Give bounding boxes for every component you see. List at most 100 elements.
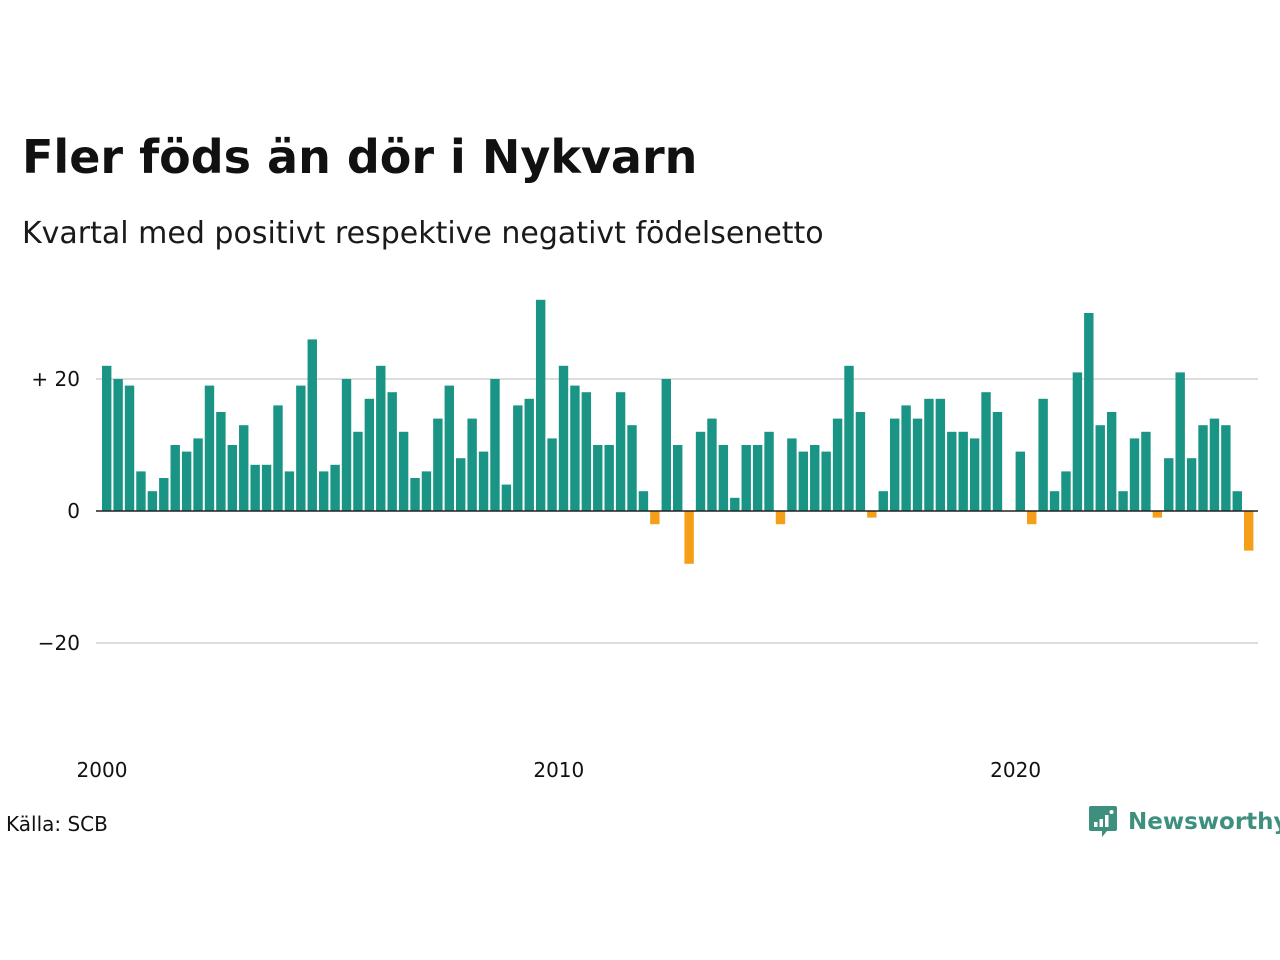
bar-positive	[1072, 372, 1083, 511]
bar-positive	[376, 365, 386, 511]
bar-positive	[364, 398, 375, 511]
bar-positive	[1198, 425, 1208, 511]
chart-subtitle: Kvartal med positivt respektive negativt…	[22, 216, 824, 251]
bar-positive	[1106, 412, 1117, 511]
bar-positive	[444, 385, 454, 511]
bar-negative	[684, 511, 694, 564]
bar-positive	[935, 398, 946, 511]
bar-positive	[752, 445, 763, 511]
bar-positive	[787, 438, 797, 511]
bar-positive	[1141, 431, 1151, 511]
bar-positive	[810, 445, 820, 511]
bar-positive	[102, 365, 112, 511]
bar-positive	[433, 418, 443, 511]
bar-positive	[878, 491, 888, 511]
bar-positive	[490, 379, 500, 511]
bar-positive	[1186, 458, 1197, 511]
bar-positive	[307, 339, 317, 511]
grid-layer	[96, 378, 1258, 644]
bar-positive	[227, 445, 238, 511]
brand-logo: Newsworthy	[1088, 804, 1280, 840]
bar-positive	[398, 431, 409, 511]
bar-positive	[124, 385, 135, 511]
bar-positive	[1232, 491, 1242, 511]
bar-positive	[1061, 471, 1071, 511]
bar-positive	[764, 431, 774, 511]
x-tick-label: 2000	[77, 758, 128, 782]
bar-positive	[593, 445, 603, 511]
brand-name: Newsworthy	[1128, 809, 1280, 835]
bar-positive	[798, 451, 809, 511]
bar-positive	[296, 385, 306, 511]
bar-positive	[204, 385, 215, 511]
bar-positive	[661, 379, 671, 511]
bar-positive	[558, 365, 569, 511]
bar-positive	[273, 405, 283, 511]
bar-negative	[1152, 511, 1163, 518]
bar-positive	[1084, 313, 1094, 511]
bar-positive	[832, 418, 843, 511]
bar-negative	[775, 511, 786, 525]
bar-positive	[261, 464, 272, 511]
bar-positive	[478, 451, 489, 511]
bar-negative	[1027, 511, 1037, 525]
bar-positive	[421, 471, 432, 511]
axis-layer: + 20 0 −20 2000 2010 2020	[31, 367, 1258, 782]
bar-positive	[570, 385, 580, 511]
bar-positive	[501, 484, 512, 511]
bar-positive	[387, 392, 397, 511]
y-tick-label: + 20	[31, 367, 80, 391]
bar-positive	[239, 425, 249, 511]
bar-positive	[1095, 425, 1105, 511]
bar-positive	[513, 405, 523, 511]
bar-negative	[650, 511, 660, 525]
bar-positive	[718, 445, 729, 511]
bar-negative	[867, 511, 877, 518]
bar-positive	[467, 418, 477, 511]
bar-positive	[410, 478, 420, 511]
bar-layer	[102, 299, 1254, 564]
bar-positive	[947, 431, 957, 511]
bar-positive	[981, 392, 991, 511]
bar-positive	[547, 438, 557, 511]
bar-positive	[136, 471, 146, 511]
bar-positive	[353, 431, 363, 511]
bar-positive	[1049, 491, 1060, 511]
bar-positive	[924, 398, 934, 511]
bar-positive	[1221, 425, 1231, 511]
bar-positive	[615, 392, 626, 511]
bar-positive	[250, 464, 260, 511]
bar-positive	[695, 431, 706, 511]
bar-positive	[1015, 451, 1025, 511]
bar-positive	[1129, 438, 1140, 511]
bar-positive	[113, 379, 123, 511]
bar-positive	[1175, 372, 1185, 511]
x-tick-label: 2010	[533, 758, 584, 782]
bar-positive	[181, 451, 192, 511]
bar-positive	[216, 412, 226, 511]
source-note: Källa: SCB	[6, 812, 108, 836]
bar-positive	[627, 425, 637, 511]
bar-positive	[707, 418, 717, 511]
bar-positive	[193, 438, 203, 511]
bar-positive	[147, 491, 158, 511]
bar-positive	[341, 379, 352, 511]
bar-positive	[524, 398, 534, 511]
bar-positive	[730, 497, 740, 511]
bar-positive	[958, 431, 968, 511]
bar-positive	[581, 392, 592, 511]
bar-positive	[638, 491, 649, 511]
bar-positive	[901, 405, 911, 511]
bar-positive	[889, 418, 900, 511]
bar-positive	[673, 445, 683, 511]
x-tick-label: 2020	[990, 758, 1041, 782]
bar-positive	[535, 299, 546, 511]
bar-positive	[1038, 398, 1048, 511]
bar-positive	[159, 478, 169, 511]
bar-positive	[855, 412, 866, 511]
y-tick-label: 0	[67, 499, 80, 523]
bar-positive	[170, 445, 180, 511]
bar-positive	[1118, 491, 1128, 511]
